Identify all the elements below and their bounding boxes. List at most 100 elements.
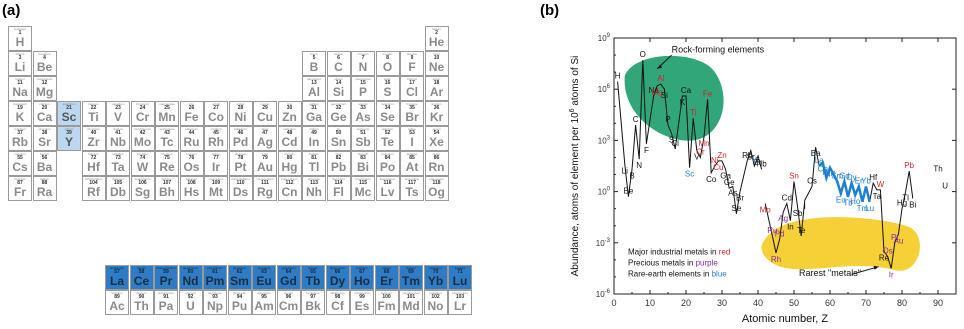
atomic-number: 74 xyxy=(139,155,146,161)
atomic-number: 110 xyxy=(236,180,245,186)
element-symbol: Pd xyxy=(232,135,249,149)
atomic-number: 46 xyxy=(237,130,244,136)
element-name: tennessine xyxy=(404,177,420,181)
element-name: bromine xyxy=(406,102,418,106)
element-name: actinium xyxy=(111,291,123,295)
element-label-mo: Mo xyxy=(760,206,772,215)
element-name: radon xyxy=(432,152,441,156)
element-cell-fm: fermium 100 Fm xyxy=(374,290,399,315)
element-label-sc: Sc xyxy=(685,170,694,179)
element-cell-rb: rubidium 37 Rb xyxy=(8,126,32,151)
element-cell-tb: terbium 65 Tb xyxy=(301,265,325,290)
rare-earth-line xyxy=(818,160,871,203)
element-name: fluorine xyxy=(407,52,417,56)
element-symbol: Cu xyxy=(257,110,273,124)
element-symbol: K xyxy=(15,110,25,124)
element-cell-bk: berkelium 97 Bk xyxy=(301,290,325,315)
atomic-number: 17 xyxy=(409,80,415,86)
element-name: sodium xyxy=(15,77,25,81)
element-cell-be: beryllium 4 Be xyxy=(32,51,57,76)
element-symbol: La xyxy=(109,274,124,288)
element-label-tm: Tm xyxy=(857,204,869,213)
element-label-ta: Ta xyxy=(873,192,882,201)
element-label-rh: Rh xyxy=(771,255,781,264)
atomic-number: 6 xyxy=(337,55,340,61)
element-cell-ca: calcium 20 Ca xyxy=(32,101,57,126)
element-symbol: Ds xyxy=(232,185,249,199)
y-tick-label: 10-3 xyxy=(596,238,611,248)
element-name: zinc xyxy=(286,102,293,106)
element-name: strontium xyxy=(38,127,51,131)
element-cell-w: tungsten 74 W xyxy=(130,151,155,176)
atomic-number: 55 xyxy=(17,155,23,161)
legend-item-red: Major industrial metals in red xyxy=(628,248,730,257)
x-tick-label: 70 xyxy=(861,298,871,308)
element-name: moscovium xyxy=(355,177,371,181)
element-label-mg: Mg xyxy=(652,88,663,97)
element-label-zn: Zn xyxy=(717,151,726,160)
element-label-eu: Eu xyxy=(836,195,846,204)
atomic-number: 82 xyxy=(335,155,342,161)
element-cell-os: osmium 76 Os xyxy=(179,151,204,176)
element-symbol: Ce xyxy=(133,274,150,288)
element-label-dy: Dy xyxy=(847,173,857,182)
element-cell-tm: thulium 69 Tm xyxy=(399,265,423,290)
element-symbol: Dy xyxy=(329,274,346,288)
element-label-ce: Ce xyxy=(818,165,829,174)
element-name: dubnium xyxy=(112,177,124,181)
atomic-number: 88 xyxy=(41,180,48,186)
atomic-number: 52 xyxy=(384,130,391,136)
element-symbol: W xyxy=(136,160,149,174)
element-symbol: H xyxy=(15,35,25,49)
atomic-number: 108 xyxy=(187,180,196,186)
element-cell-pt: platinum 78 Pt xyxy=(228,151,253,176)
element-label-sb: Sb xyxy=(793,209,803,218)
element-cell-pm: promethium 61 Pm xyxy=(203,265,227,290)
y-tick-base: 10 xyxy=(598,188,607,197)
element-symbol: Gd xyxy=(280,274,297,288)
element-symbol: Po xyxy=(379,160,396,174)
element-cell-sg: seaborgium 106 Sg xyxy=(130,176,155,201)
atomic-number: 22 xyxy=(90,105,97,111)
rarest-metals-arrow xyxy=(851,266,879,275)
y-tick-exp: -6 xyxy=(605,289,611,295)
element-cell-te: tellurium 52 Te xyxy=(375,126,400,151)
x-tick-label: 20 xyxy=(681,298,691,308)
element-symbol: Ts xyxy=(405,185,419,199)
atomic-number: 44 xyxy=(188,130,195,136)
element-name: lithium xyxy=(15,52,25,56)
element-label-p: P xyxy=(665,115,670,124)
element-name: niobium xyxy=(112,127,124,131)
atomic-number: 95 xyxy=(261,294,267,300)
element-symbol: Tl xyxy=(308,160,320,174)
element-cell-f: fluorine 9 F xyxy=(400,51,424,76)
element-symbol: Ra xyxy=(36,185,53,199)
element-cell-la: lanthanum 57 La xyxy=(105,265,129,290)
element-cell-er: erbium 68 Er xyxy=(374,265,399,290)
atomic-number: 31 xyxy=(311,105,317,111)
element-cell-o: oxygen 8 O xyxy=(375,51,400,76)
element-name: roentgenium xyxy=(256,177,274,181)
element-name: bismuth xyxy=(357,152,369,156)
element-symbol: Br xyxy=(405,110,419,124)
element-cell-ce: cerium 58 Ce xyxy=(129,265,154,290)
element-name: thallium xyxy=(308,152,320,156)
atomic-number: 89 xyxy=(114,294,120,300)
element-symbol: Rn xyxy=(428,160,445,174)
element-label-sm: Sm xyxy=(831,171,843,180)
element-symbol: Si xyxy=(332,85,345,99)
atomic-number: 113 xyxy=(309,180,319,186)
atomic-number: 7 xyxy=(361,55,365,61)
element-cell-ne: neon 10 Ne xyxy=(424,51,449,76)
element-name: manganese xyxy=(159,102,175,106)
element-cell-yb: ytterbium 70 Yb xyxy=(423,265,448,290)
element-name: germanium xyxy=(330,102,346,106)
element-label-os: Os xyxy=(882,246,892,255)
atomic-number: 33 xyxy=(360,105,366,111)
element-label-ir: Ir xyxy=(889,270,894,279)
element-label-li: Li xyxy=(622,166,628,175)
element-label-y: Y xyxy=(752,156,758,165)
element-name: tungsten xyxy=(136,152,149,156)
atomic-number: 30 xyxy=(286,105,293,111)
